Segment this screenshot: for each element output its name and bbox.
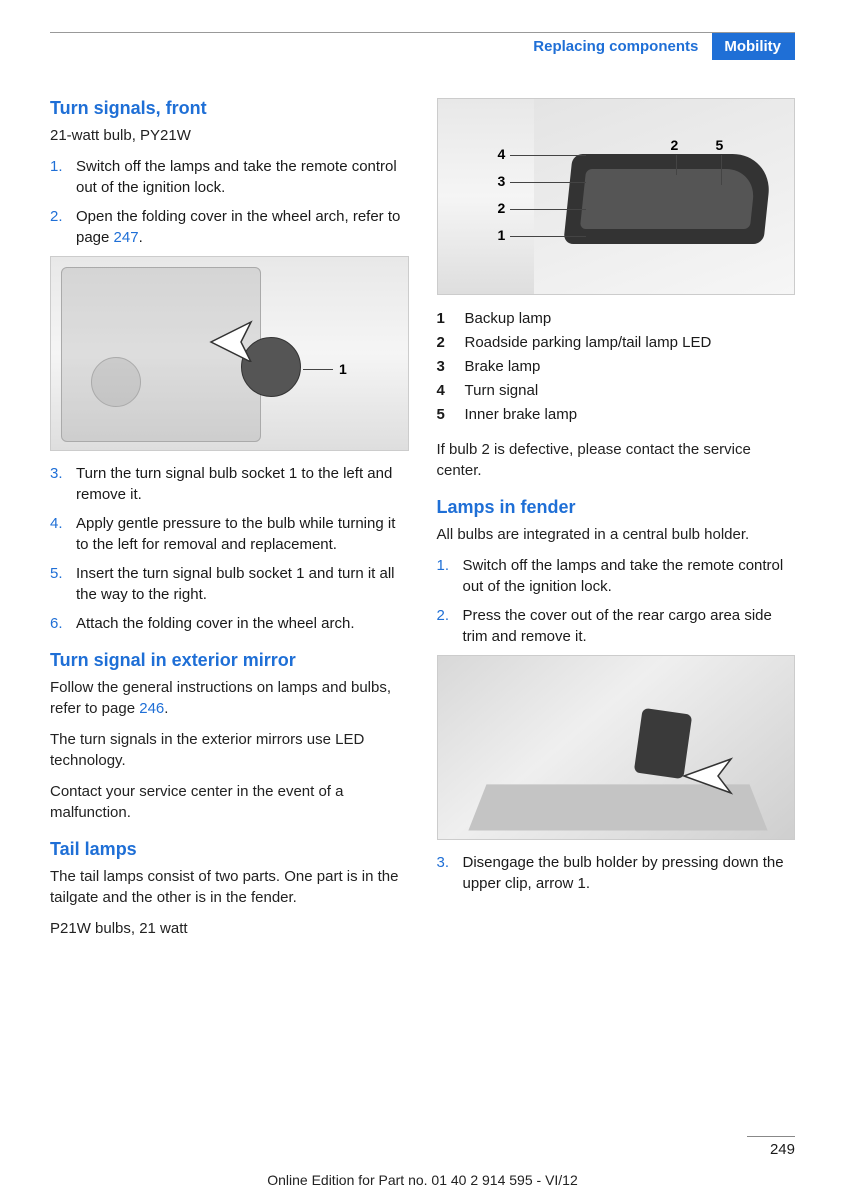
text-fragment: Follow the general instructions on lamps…: [50, 679, 391, 717]
tail-lamp-legend: 1 Backup lamp 2 Roadside parking lamp/ta…: [437, 307, 796, 427]
legend-text: Inner brake lamp: [465, 403, 578, 427]
header-chapter-title: Mobility: [712, 33, 795, 60]
right-column: 4 3 2 1 2 5 1 Backup lamp 2: [437, 98, 796, 949]
step-item: Insert the turn signal bulb socket 1 and…: [50, 563, 409, 605]
legend-number: 1: [437, 307, 465, 331]
step-item: Switch off the lamps and take the remote…: [50, 156, 409, 198]
arrow-icon: [676, 751, 746, 801]
page-header: Replacing components Mobility: [50, 32, 795, 60]
step-item: Disengage the bulb holder by pressing do…: [437, 852, 796, 894]
legend-row: 2 Roadside parking lamp/tail lamp LED: [437, 331, 796, 355]
steps-fender-part2: Disengage the bulb holder by pressing do…: [437, 852, 796, 894]
legend-row: 3 Brake lamp: [437, 355, 796, 379]
left-column: Turn signals, front 21-watt bulb, PY21W …: [50, 98, 409, 949]
figure-callout-1: 1: [498, 227, 506, 243]
figure-bulb-socket: 1: [50, 256, 409, 451]
legend-text: Roadside parking lamp/tail lamp LED: [465, 331, 712, 355]
heading-mirror-signal: Turn signal in exterior mirror: [50, 650, 409, 671]
page-reference-link[interactable]: 247: [114, 229, 139, 246]
steps-fender-part1: Switch off the lamps and take the remote…: [437, 555, 796, 647]
step-item: Attach the folding cover in the wheel ar…: [50, 613, 409, 634]
heading-turn-signals-front: Turn signals, front: [50, 98, 409, 119]
legend-text: Backup lamp: [465, 307, 552, 331]
legend-row: 4 Turn signal: [437, 379, 796, 403]
page-reference-link[interactable]: 246: [139, 700, 164, 717]
heading-lamps-fender: Lamps in fender: [437, 497, 796, 518]
legend-number: 4: [437, 379, 465, 403]
heading-tail-lamps: Tail lamps: [50, 839, 409, 860]
step-item: Press the cover out of the rear cargo ar…: [437, 605, 796, 647]
figure-cargo-area: [437, 655, 796, 840]
figure-tail-lamp-diagram: 4 3 2 1 2 5: [437, 98, 796, 295]
legend-row: 5 Inner brake lamp: [437, 403, 796, 427]
legend-row: 1 Backup lamp: [437, 307, 796, 331]
legend-text: Brake lamp: [465, 355, 541, 379]
bulb-spec: 21-watt bulb, PY21W: [50, 125, 409, 146]
manual-page: Replacing components Mobility Turn signa…: [0, 0, 845, 1200]
body-text: Follow the general instructions on lamps…: [50, 677, 409, 719]
step-item: Turn the turn signal bulb socket 1 to th…: [50, 463, 409, 505]
figure-callout-2: 2: [498, 200, 506, 216]
legend-number: 3: [437, 355, 465, 379]
page-number: 249: [747, 1136, 795, 1158]
step-item: Apply gentle pressure to the bulb while …: [50, 513, 409, 555]
body-text: P21W bulbs, 21 watt: [50, 918, 409, 939]
body-text: If bulb 2 is defective, please contact t…: [437, 439, 796, 481]
figure-callout-5: 5: [716, 137, 724, 153]
legend-number: 2: [437, 331, 465, 355]
legend-text: Turn signal: [465, 379, 539, 403]
figure-callout-3: 3: [498, 173, 506, 189]
body-text: The turn signals in the exterior mirrors…: [50, 729, 409, 771]
step-item: Open the folding cover in the wheel arch…: [50, 206, 409, 248]
body-text: All bulbs are integrated in a central bu…: [437, 524, 796, 545]
footer-edition: Online Edition for Part no. 01 40 2 914 …: [0, 1172, 845, 1188]
steps-front-signal-part2: Turn the turn signal bulb socket 1 to th…: [50, 463, 409, 634]
body-text: The tail lamps consist of two parts. One…: [50, 866, 409, 908]
step-item: Switch off the lamps and take the remote…: [437, 555, 796, 597]
steps-front-signal-part1: Switch off the lamps and take the remote…: [50, 156, 409, 248]
body-text: Contact your service center in the event…: [50, 781, 409, 823]
arrow-icon: [201, 312, 271, 362]
header-section-title: Replacing components: [523, 33, 708, 60]
figure-callout-1: 1: [339, 361, 347, 377]
content-columns: Turn signals, front 21-watt bulb, PY21W …: [50, 98, 795, 949]
figure-callout-4: 4: [498, 146, 506, 162]
figure-callout-2b: 2: [671, 137, 679, 153]
legend-number: 5: [437, 403, 465, 427]
